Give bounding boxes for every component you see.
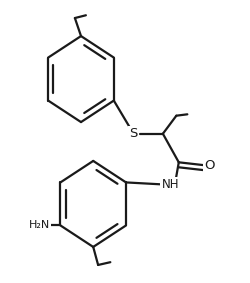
Text: NH: NH (162, 178, 179, 191)
Text: S: S (129, 127, 138, 140)
Text: H₂N: H₂N (29, 220, 50, 230)
Text: O: O (204, 158, 214, 171)
